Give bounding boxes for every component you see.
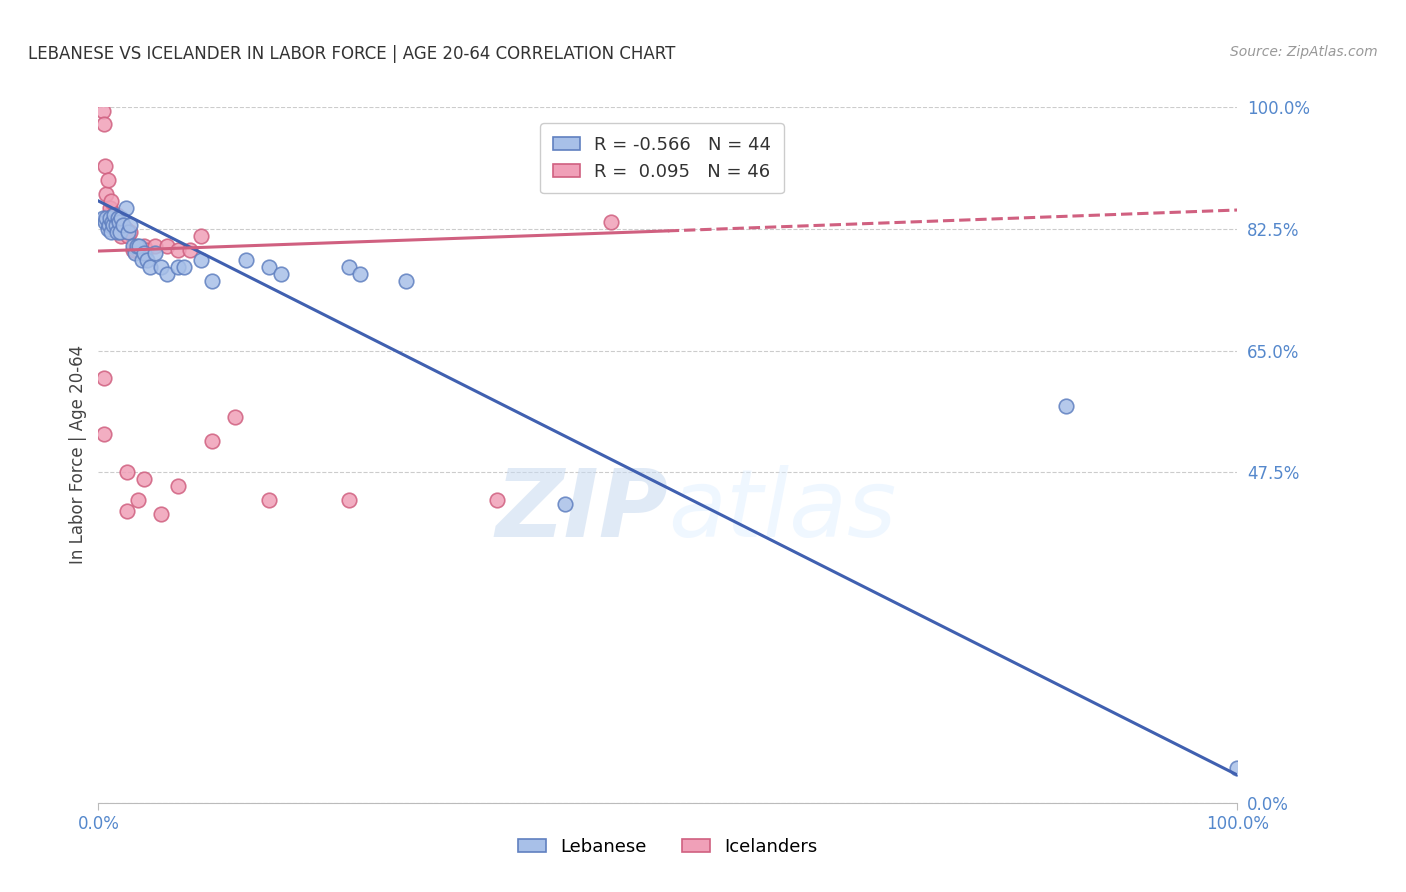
Point bbox=[115, 466, 138, 480]
Point bbox=[107, 219, 129, 233]
Point bbox=[138, 260, 160, 274]
Point bbox=[96, 211, 118, 226]
Point bbox=[201, 434, 224, 448]
Point bbox=[128, 239, 150, 253]
Point bbox=[115, 503, 138, 517]
Point bbox=[156, 239, 179, 253]
Point bbox=[108, 225, 131, 239]
Point bbox=[121, 239, 143, 253]
Point bbox=[270, 267, 292, 281]
Point bbox=[600, 215, 623, 229]
Point bbox=[108, 219, 131, 233]
Point bbox=[100, 194, 122, 208]
Point bbox=[173, 260, 195, 274]
Point bbox=[117, 228, 139, 243]
Text: ZIP: ZIP bbox=[495, 465, 668, 557]
Point bbox=[112, 219, 135, 233]
Point bbox=[167, 243, 190, 257]
Point bbox=[98, 211, 121, 226]
Point bbox=[96, 222, 118, 236]
Point bbox=[91, 211, 114, 226]
Point bbox=[93, 427, 115, 442]
Point bbox=[120, 219, 142, 233]
Text: LEBANESE VS ICELANDER IN LABOR FORCE | AGE 20-64 CORRELATION CHART: LEBANESE VS ICELANDER IN LABOR FORCE | A… bbox=[28, 45, 675, 62]
Point bbox=[110, 228, 132, 243]
Point bbox=[190, 228, 212, 243]
Point bbox=[108, 225, 131, 239]
Text: Source: ZipAtlas.com: Source: ZipAtlas.com bbox=[1230, 45, 1378, 59]
Point bbox=[132, 246, 155, 260]
Point bbox=[105, 208, 128, 222]
Point bbox=[94, 215, 117, 229]
Point bbox=[110, 211, 132, 226]
Point bbox=[93, 371, 115, 385]
Point bbox=[131, 243, 153, 257]
Point bbox=[97, 208, 120, 222]
Point bbox=[131, 253, 153, 268]
Point bbox=[145, 239, 167, 253]
Point bbox=[96, 187, 118, 202]
Point bbox=[395, 274, 418, 288]
Point bbox=[337, 493, 360, 508]
Point bbox=[127, 493, 149, 508]
Point bbox=[337, 260, 360, 274]
Point bbox=[107, 211, 129, 226]
Point bbox=[114, 222, 136, 236]
Point bbox=[349, 267, 371, 281]
Point bbox=[98, 201, 121, 215]
Point bbox=[201, 274, 224, 288]
Point bbox=[104, 211, 127, 226]
Point bbox=[259, 493, 281, 508]
Point bbox=[103, 208, 125, 222]
Point bbox=[132, 472, 155, 486]
Point bbox=[486, 493, 509, 508]
Point bbox=[117, 225, 139, 239]
Point bbox=[235, 253, 257, 268]
Point bbox=[150, 260, 173, 274]
Point bbox=[224, 409, 246, 424]
Point bbox=[112, 222, 135, 236]
Point bbox=[1054, 399, 1078, 413]
Point bbox=[127, 239, 149, 253]
Point bbox=[104, 219, 127, 233]
Point bbox=[145, 246, 167, 260]
Point bbox=[94, 159, 117, 173]
Point bbox=[156, 267, 179, 281]
Point bbox=[101, 215, 124, 229]
Point bbox=[103, 222, 125, 236]
Point bbox=[167, 260, 190, 274]
Point bbox=[108, 215, 131, 229]
Legend: Lebanese, Icelanders: Lebanese, Icelanders bbox=[512, 831, 824, 863]
Point bbox=[91, 103, 114, 118]
Point bbox=[124, 246, 146, 260]
Text: atlas: atlas bbox=[668, 465, 896, 556]
Point bbox=[135, 243, 157, 257]
Point bbox=[120, 225, 142, 239]
Point bbox=[124, 243, 146, 257]
Point bbox=[132, 239, 155, 253]
Point bbox=[93, 117, 115, 131]
Point bbox=[97, 219, 120, 233]
Point bbox=[179, 243, 201, 257]
Point bbox=[101, 215, 124, 229]
Point bbox=[150, 507, 173, 521]
Point bbox=[121, 243, 143, 257]
Point bbox=[103, 219, 125, 233]
Point bbox=[114, 201, 136, 215]
Point bbox=[100, 225, 122, 239]
Point bbox=[103, 208, 125, 222]
Point bbox=[105, 225, 128, 239]
Y-axis label: In Labor Force | Age 20-64: In Labor Force | Age 20-64 bbox=[69, 345, 87, 565]
Point bbox=[190, 253, 212, 268]
Point bbox=[167, 479, 190, 493]
Point bbox=[1226, 761, 1249, 775]
Point bbox=[259, 260, 281, 274]
Point bbox=[136, 253, 159, 268]
Point bbox=[96, 173, 118, 187]
Point bbox=[127, 243, 149, 257]
Point bbox=[554, 497, 576, 511]
